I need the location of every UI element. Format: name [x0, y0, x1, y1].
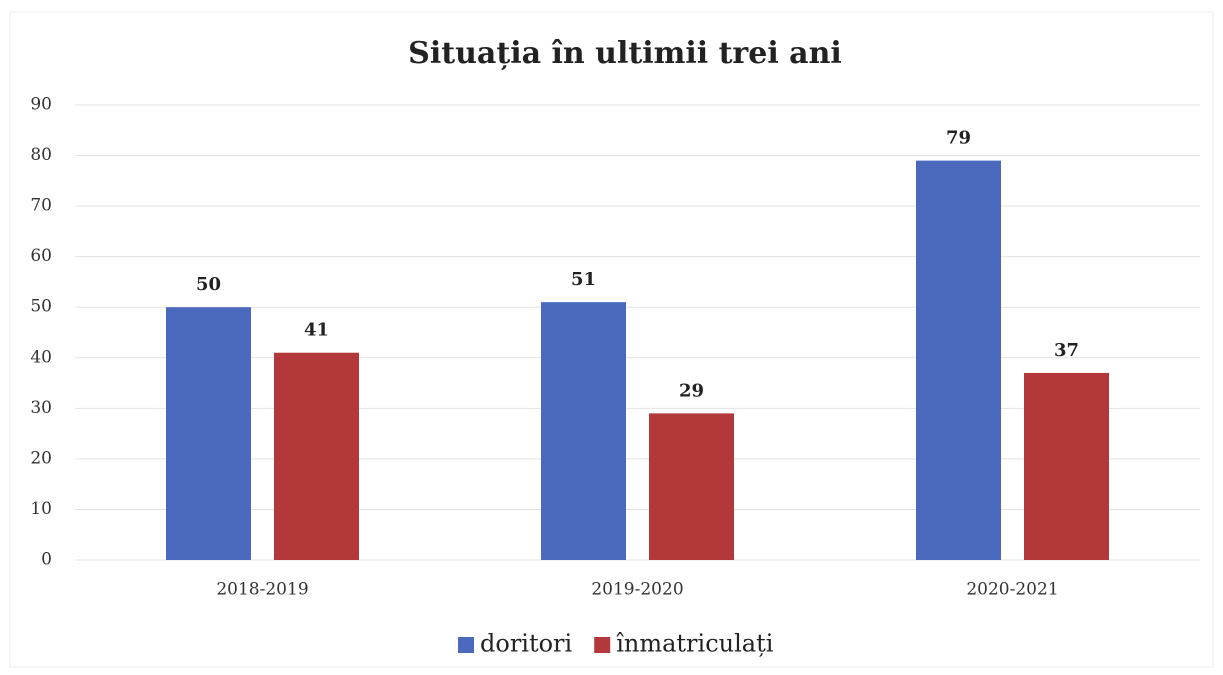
x-tick-label: 2018-2019 [216, 580, 308, 600]
y-tick-label: 80 [30, 145, 52, 165]
y-tick-label: 30 [30, 398, 52, 418]
data-label: 29 [679, 380, 704, 401]
legend-swatch [594, 637, 611, 653]
bar [1024, 372, 1109, 560]
y-tick-label: 50 [30, 297, 52, 317]
y-tick-label: 10 [30, 499, 52, 519]
x-tick-label: 2020-2021 [966, 580, 1058, 600]
legend-label: înmatriculați [616, 630, 774, 658]
bar [166, 307, 251, 560]
x-tick-label: 2019-2020 [591, 580, 683, 600]
chart-title: Situația în ultimii trei ani [408, 36, 842, 71]
data-label: 51 [571, 269, 596, 290]
legend-swatch [458, 637, 474, 653]
legend-label: doritori [480, 630, 573, 658]
data-label: 50 [196, 274, 221, 295]
y-tick-label: 20 [30, 448, 52, 468]
bar [541, 302, 626, 560]
data-label: 37 [1054, 340, 1079, 361]
chart-border [9, 11, 1214, 668]
y-tick-label: 70 [30, 196, 52, 216]
data-label: 41 [304, 320, 329, 341]
bar [916, 160, 1001, 560]
y-tick-label: 40 [30, 347, 52, 367]
bar [649, 413, 734, 560]
y-tick-label: 0 [41, 550, 52, 570]
y-tick-label: 90 [30, 95, 52, 115]
data-label: 79 [946, 128, 971, 149]
y-tick-label: 60 [30, 246, 52, 266]
bar [274, 352, 359, 560]
